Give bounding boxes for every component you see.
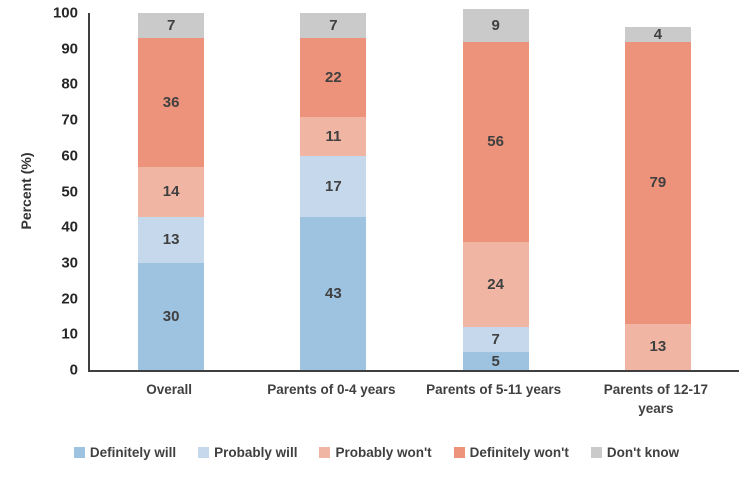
legend-item: Don't know — [590, 445, 680, 460]
legend-swatch — [198, 447, 210, 458]
legend-label: Don't know — [606, 445, 680, 460]
segment-value-label: 22 — [325, 68, 342, 86]
legend-swatch — [319, 447, 331, 458]
segment-value-label: 13 — [162, 231, 180, 249]
legend-label: Definitely will — [89, 445, 177, 460]
bar-segment: 24 — [462, 241, 529, 328]
segment-value-label: 79 — [649, 174, 667, 192]
segment-value-label: 7 — [329, 17, 338, 35]
segment-value-label: 36 — [162, 93, 180, 111]
stacked-bar: 30 13 14 36 7 — [138, 13, 205, 370]
bar-segment: 4 — [624, 25, 691, 43]
legend-item: Probably will — [198, 445, 297, 460]
y-tick-label: 40 — [61, 218, 78, 236]
segment-value-label: 30 — [162, 307, 180, 325]
legend-label: Definitely won't — [469, 445, 569, 460]
y-tick-label: 80 — [61, 75, 78, 93]
legend-item: Definitely will — [73, 445, 177, 460]
x-category-label: Parents of 5-11 years — [426, 382, 562, 397]
bar-segment: 13 — [624, 323, 691, 370]
x-category-label: Overall — [146, 382, 193, 397]
segment-value-label: 7 — [166, 17, 176, 35]
segment-value-label: 5 — [491, 352, 500, 370]
bar-segment: 13 — [138, 216, 205, 263]
segment-value-label: 9 — [491, 17, 500, 35]
segment-value-label: 24 — [487, 275, 504, 293]
y-tick-label: 90 — [61, 40, 78, 58]
bar-segment: 36 — [138, 38, 205, 167]
legend-label: Probably won't — [335, 445, 432, 460]
bar-segment: 79 — [624, 41, 691, 324]
y-tick-label: 70 — [61, 111, 78, 129]
bar-segment: 30 — [138, 262, 205, 370]
segment-value-label: 4 — [653, 25, 663, 43]
bar-segment: 43 — [300, 216, 367, 370]
bar-segment: 17 — [300, 155, 367, 217]
y-axis-ticks: 0 10 20 30 40 50 60 70 80 90 100 — [0, 5, 78, 379]
segment-value-label: 11 — [325, 127, 342, 145]
y-tick-label: 10 — [61, 325, 78, 343]
legend-swatch — [590, 447, 602, 458]
legend-item: Probably won't — [319, 445, 432, 460]
bar-segment: 7 — [462, 327, 529, 353]
legend-swatch — [73, 447, 85, 458]
bar-segment: 9 — [462, 9, 529, 42]
x-category-label: Parents of 12-17 years — [603, 382, 709, 416]
legend-label: Probably will — [214, 445, 298, 460]
legend-item: Definitely won't — [453, 445, 569, 460]
legend-swatch — [453, 447, 465, 458]
x-category-label: Parents of 0-4 years — [267, 382, 396, 397]
bar-segment: 5 — [462, 352, 529, 370]
bar-segment: 11 — [300, 116, 367, 156]
y-tick-label: 60 — [61, 147, 78, 165]
bar-segment: 7 — [138, 13, 205, 39]
x-axis-labels: Overall Parents of 0-4 years Parents of 5-… — [88, 381, 737, 419]
stacked-bar: 13 79 4 — [624, 25, 691, 370]
segment-value-label: 56 — [487, 133, 504, 151]
y-tick-label: 30 — [61, 254, 78, 272]
y-tick-label: 0 — [69, 361, 78, 379]
y-tick-label: 20 — [61, 290, 78, 308]
y-tick-label: 50 — [61, 183, 78, 200]
bar-segment: 7 — [300, 13, 367, 39]
segment-value-label: 7 — [491, 331, 500, 349]
bar-segment: 14 — [138, 166, 205, 217]
segment-value-label: 13 — [649, 338, 667, 356]
segment-value-label: 14 — [162, 183, 180, 201]
stacked-bar: 43 17 11 22 7 — [300, 13, 367, 370]
chart-legend: Definitely will Probably will Probably won… — [0, 445, 753, 460]
segment-value-label: 43 — [325, 284, 342, 302]
stacked-bar: 5 7 24 56 9 — [462, 9, 529, 370]
bar-segment: 22 — [300, 38, 367, 117]
y-tick-label: 100 — [52, 4, 78, 22]
plot-area: 30 13 14 36 7 43 17 11 22 7 5 7 24 56 9 13 79 4 — [88, 9, 739, 372]
segment-value-label: 17 — [325, 177, 342, 195]
bar-segment: 56 — [462, 41, 529, 242]
